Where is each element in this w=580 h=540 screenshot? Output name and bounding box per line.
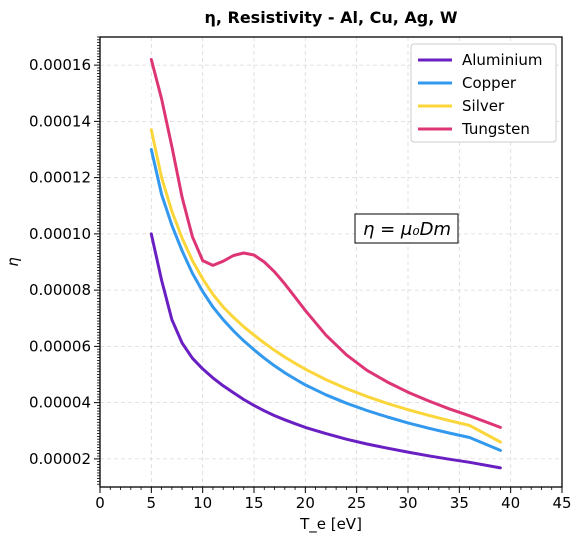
series-line-copper [149,148,502,452]
x-tick-label: 0 [95,494,105,512]
y-tick-label: 0.00006 [29,337,91,355]
legend: Aluminium Copper Silver Tungsten [410,43,557,143]
y-tick-label: 0.00010 [29,225,91,243]
x-tick-label: 30 [398,494,417,512]
y-tick-label: 0.00004 [29,394,91,412]
x-tick-label: 25 [347,494,366,512]
series-lines [149,58,502,470]
legend-label-aluminium: Aluminium [462,51,543,69]
y-tick-label: 0.00014 [29,112,91,130]
x-axis-label: T_e [eV] [299,515,362,534]
legend-label-tungsten: Tungsten [461,120,530,138]
annotation-box: η = μ₀Dm [354,213,459,244]
y-tick-label: 0.00016 [29,56,91,74]
series-line-silver [149,128,502,444]
axis-ticks: 0 5 10 15 20 25 30 35 40 45 0.00002 0.00004 0.00006 0… [29,36,572,512]
y-tick-label: 0.00002 [29,450,91,468]
annotation-text: η = μ₀Dm [363,219,451,240]
y-axis-label: η [4,257,22,267]
x-tick-label: 15 [244,494,263,512]
x-tick-label: 35 [450,494,469,512]
y-tick-label: 0.00012 [29,169,91,187]
legend-label-silver: Silver [462,97,505,115]
x-tick-label: 5 [147,494,157,512]
x-tick-label: 40 [501,494,520,512]
legend-label-copper: Copper [462,74,517,92]
chart-title: η, Resistivity - Al, Cu, Ag, W [204,8,457,27]
series-line-tungsten [149,58,502,429]
series-line-aluminium [149,232,502,470]
y-tick-label: 0.00008 [29,281,91,299]
x-tick-label: 45 [552,494,571,512]
x-tick-label: 20 [296,494,315,512]
x-tick-label: 10 [193,494,212,512]
